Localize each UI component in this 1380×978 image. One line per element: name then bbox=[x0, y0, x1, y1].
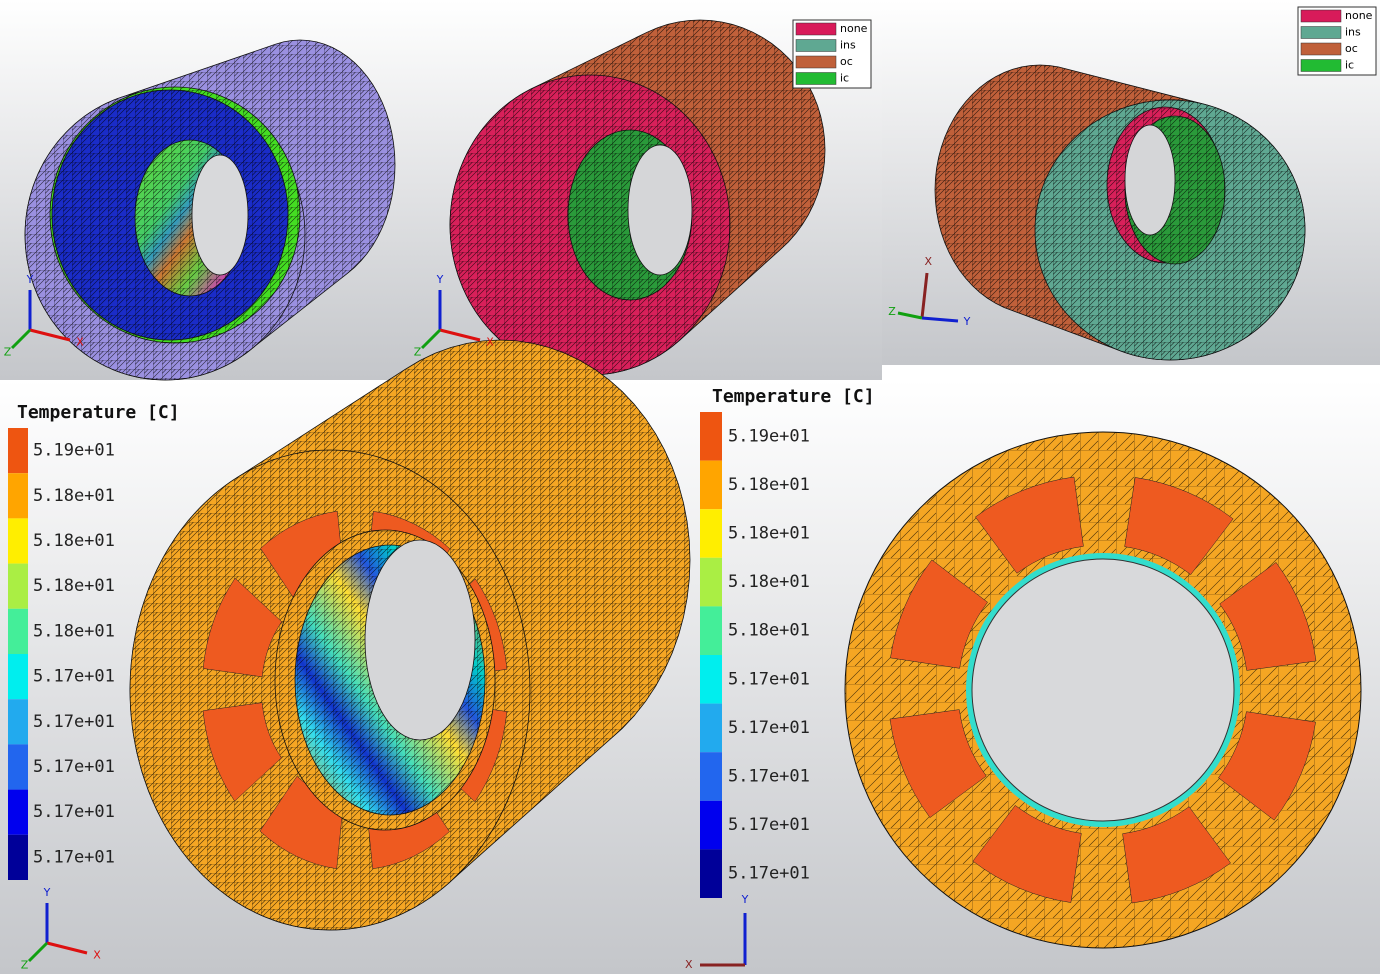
hot-block bbox=[1122, 806, 1231, 904]
colorbar-band bbox=[8, 518, 28, 564]
colorbar-title: Temperature [C] bbox=[712, 386, 875, 407]
axis-label: Z bbox=[414, 346, 422, 359]
colorbar-band bbox=[700, 606, 722, 655]
hot-block bbox=[1218, 711, 1316, 821]
colorbar-label: 5.18e+01 bbox=[33, 531, 115, 551]
legend-label: oc bbox=[840, 55, 853, 68]
colorbar-band bbox=[8, 834, 28, 880]
hot-block bbox=[1219, 562, 1317, 671]
axis-arrow bbox=[897, 311, 923, 320]
colorbar-band bbox=[8, 744, 28, 790]
colorbar-label: 5.17e+01 bbox=[728, 718, 810, 738]
colorbar-label: 5.18e+01 bbox=[33, 576, 115, 596]
hot-block bbox=[202, 577, 283, 678]
legend-label: ic bbox=[840, 72, 849, 85]
axis-label: X bbox=[486, 336, 494, 349]
legend-swatch bbox=[1300, 42, 1342, 56]
legend-label: none bbox=[1345, 9, 1373, 22]
bore-opening bbox=[191, 154, 249, 276]
axis-label: Y bbox=[43, 886, 51, 899]
axis-label: X bbox=[93, 949, 101, 962]
colorbar-label: 5.17e+01 bbox=[728, 767, 810, 787]
legend-label: ic bbox=[1345, 59, 1354, 72]
hot-block bbox=[972, 805, 1082, 903]
colorbar-label: 5.17e+01 bbox=[33, 847, 115, 867]
legend-swatch bbox=[795, 39, 837, 52]
hot-block bbox=[890, 559, 988, 669]
axis-arrow bbox=[439, 328, 481, 342]
hot-block bbox=[1124, 477, 1234, 575]
colorbar-label: 5.17e+01 bbox=[33, 667, 115, 687]
hot-block bbox=[202, 702, 282, 802]
bore-opening bbox=[364, 539, 476, 741]
colorbar-band bbox=[8, 789, 28, 835]
colorbar-label: 5.18e+01 bbox=[728, 524, 810, 544]
bore-opening bbox=[971, 558, 1235, 822]
hot-block bbox=[889, 709, 987, 818]
colorbar-band bbox=[8, 654, 28, 700]
legend-swatch bbox=[1300, 59, 1342, 72]
colorbar-band bbox=[700, 800, 722, 850]
colorbar-label: 5.17e+01 bbox=[33, 712, 115, 732]
colorbar-band bbox=[700, 752, 722, 801]
legend-swatch bbox=[795, 55, 837, 69]
colorbar-label: 5.19e+01 bbox=[728, 426, 810, 446]
colorbar-label: 5.18e+01 bbox=[33, 486, 115, 506]
axis-label: Y bbox=[963, 315, 971, 328]
colorbar-label: 5.18e+01 bbox=[728, 475, 810, 495]
colorbar-title: Temperature [C] bbox=[17, 402, 180, 423]
colorbar-band bbox=[700, 703, 722, 753]
bore-opening bbox=[627, 144, 693, 276]
colorbar-label: 5.19e+01 bbox=[33, 441, 115, 461]
axis-label: Y bbox=[26, 273, 34, 286]
colorbar-band bbox=[700, 849, 722, 898]
axis-arrow bbox=[10, 328, 32, 350]
colorbar-label: 5.17e+01 bbox=[728, 864, 810, 884]
legend-swatch bbox=[1300, 9, 1342, 23]
axis-label: Z bbox=[4, 346, 12, 359]
colorbar-label: 5.17e+01 bbox=[728, 815, 810, 835]
axis-arrow bbox=[420, 328, 442, 350]
axis-label: X bbox=[76, 336, 84, 349]
colorbar-band bbox=[8, 608, 28, 654]
colorbar-band bbox=[8, 428, 28, 474]
colorbar-band bbox=[8, 699, 28, 745]
axis-label: Y bbox=[741, 893, 749, 906]
colorbar-label: 5.17e+01 bbox=[33, 757, 115, 777]
colorbar-label: 5.18e+01 bbox=[33, 621, 115, 641]
colorbar-label: 5.17e+01 bbox=[33, 802, 115, 822]
axis-label: Z bbox=[21, 959, 29, 972]
axis-arrow bbox=[920, 272, 929, 319]
colorbar-label: 5.18e+01 bbox=[728, 572, 810, 592]
colorbar-band bbox=[700, 655, 722, 704]
axis-arrow bbox=[27, 941, 49, 963]
legend-swatch bbox=[1300, 26, 1342, 39]
legend-swatch bbox=[795, 22, 837, 36]
axis-label: Z bbox=[888, 305, 896, 318]
colorbar-band bbox=[8, 473, 28, 519]
colorbar-label: 5.18e+01 bbox=[728, 621, 810, 641]
colorbar-band bbox=[700, 509, 722, 558]
legend-swatch bbox=[795, 72, 837, 85]
axis-label: Y bbox=[436, 273, 444, 286]
axis-arrow bbox=[921, 316, 959, 323]
colorbar-band bbox=[700, 412, 722, 461]
axis-label: X bbox=[924, 255, 932, 268]
legend-label: ins bbox=[1345, 26, 1361, 39]
axis-arrow bbox=[29, 328, 71, 342]
colorbar-band bbox=[8, 563, 28, 609]
colorbar-band bbox=[700, 557, 722, 607]
colorbar-band bbox=[700, 460, 722, 510]
axis-label: X bbox=[685, 958, 693, 971]
bore-opening bbox=[1124, 124, 1176, 236]
colorbar-label: 5.17e+01 bbox=[728, 669, 810, 689]
legend-label: ins bbox=[840, 39, 856, 52]
hot-block bbox=[975, 476, 1084, 574]
axis-arrow bbox=[46, 941, 88, 955]
legend-label: oc bbox=[1345, 42, 1358, 55]
legend-label: none bbox=[840, 22, 868, 35]
